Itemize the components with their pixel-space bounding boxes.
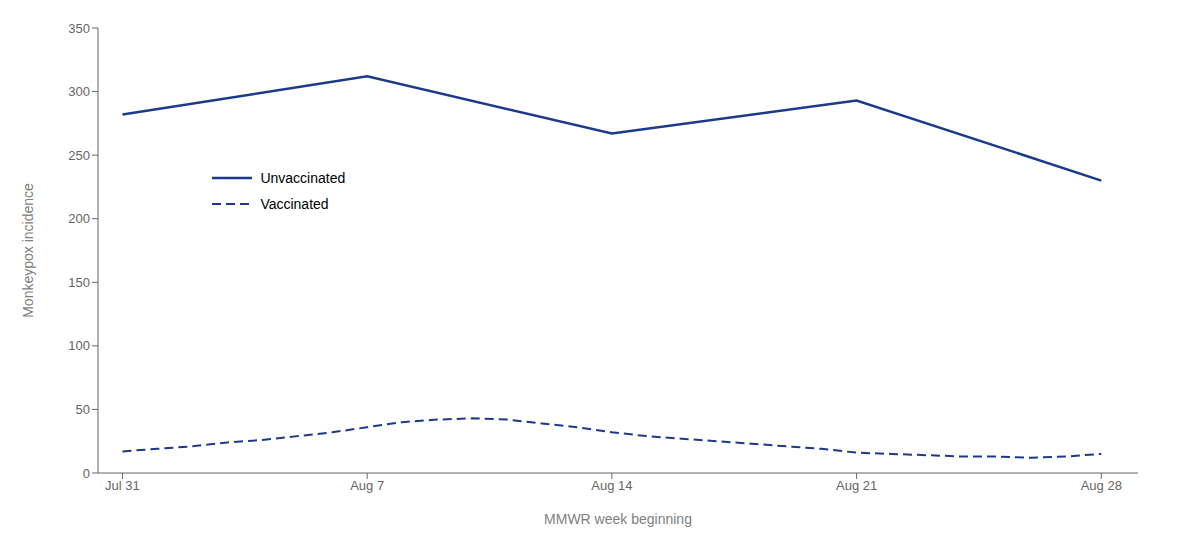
svg-text:0: 0 <box>83 466 90 481</box>
svg-text:350: 350 <box>68 21 90 36</box>
svg-text:Aug 14: Aug 14 <box>591 478 632 493</box>
svg-text:300: 300 <box>68 84 90 99</box>
svg-text:Aug 28: Aug 28 <box>1081 478 1122 493</box>
svg-text:200: 200 <box>68 211 90 226</box>
html-text:Unvaccinated: Unvaccinated <box>260 170 346 187</box>
svg-text:Monkeypox incidence: Monkeypox incidence <box>20 183 36 318</box>
svg-text:150: 150 <box>68 275 90 290</box>
svg-text:100: 100 <box>68 338 90 353</box>
svg-text:250: 250 <box>68 148 90 163</box>
svg-text:Aug 21: Aug 21 <box>836 478 877 493</box>
svg-text:Aug 7: Aug 7 <box>350 478 384 493</box>
html-text:Vaccinated: Vaccinated <box>260 196 329 213</box>
svg-text:50: 50 <box>76 402 90 417</box>
svg-text:MMWR week beginning: MMWR week beginning <box>544 511 692 527</box>
svg-text:Jul 31: Jul 31 <box>105 478 140 493</box>
